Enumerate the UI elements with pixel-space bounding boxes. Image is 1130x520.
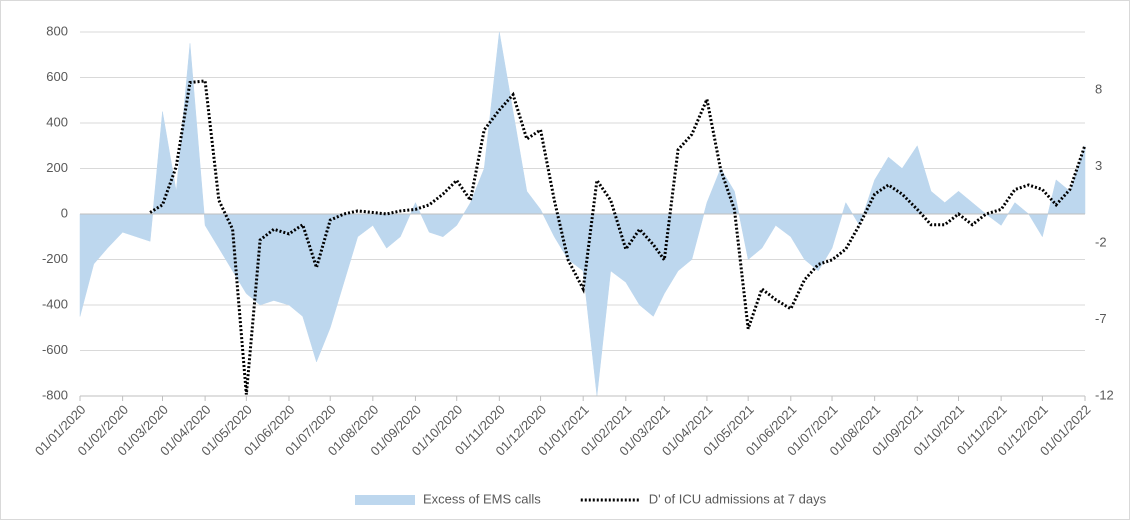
y2-tick-label: 8	[1095, 82, 1102, 97]
y2-tick-label: -2	[1095, 234, 1107, 249]
y2-tick-label: -7	[1095, 311, 1107, 326]
y2-tick-label: 3	[1095, 158, 1102, 173]
y-tick-label: 0	[61, 205, 68, 220]
y-tick-label: 200	[46, 160, 68, 175]
y-tick-label: -400	[42, 296, 68, 311]
legend-label: D' of ICU admissions at 7 days	[649, 491, 827, 506]
legend-label: Excess of EMS calls	[423, 491, 541, 506]
legend-swatch	[355, 495, 415, 505]
y-tick-label: -800	[42, 387, 68, 402]
y-tick-label: -600	[42, 342, 68, 357]
y-tick-label: 800	[46, 23, 68, 38]
y-tick-label: 600	[46, 69, 68, 84]
y-tick-label: -200	[42, 251, 68, 266]
y-tick-label: 400	[46, 114, 68, 129]
line	[149, 79, 1087, 395]
y2-tick-label: -12	[1095, 387, 1114, 402]
